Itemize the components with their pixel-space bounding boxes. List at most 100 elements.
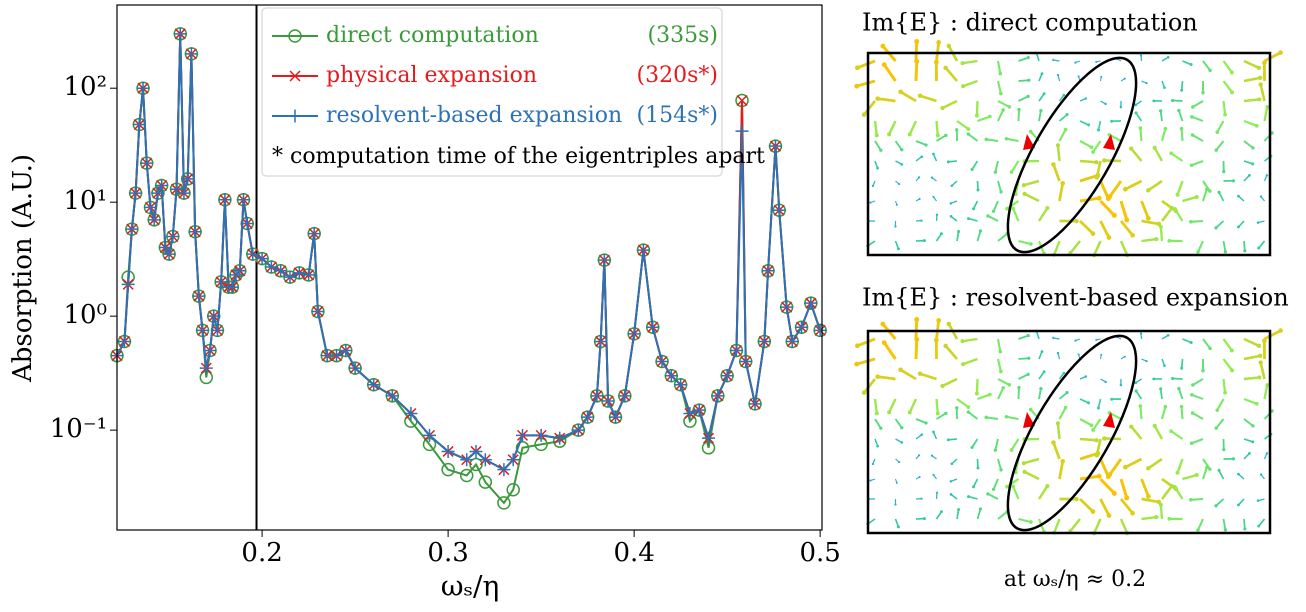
point: [240, 217, 254, 231]
vector-head: [1205, 187, 1209, 192]
vector-arrow: [1263, 384, 1269, 400]
vector-head: [1171, 376, 1175, 381]
vector-head: [914, 39, 920, 44]
vector-head: [946, 321, 952, 327]
vector-arrow: [1258, 240, 1266, 249]
vector-head: [1146, 493, 1151, 499]
ellipse-outline: [1006, 56, 1138, 254]
vector-head: [1152, 99, 1156, 103]
vector-head: [1134, 381, 1138, 385]
vector-arrow: [1215, 418, 1225, 429]
vector-arrow: [997, 180, 1002, 193]
vector-arrow: [977, 115, 991, 123]
point: [339, 343, 353, 357]
vector-head: [874, 133, 879, 138]
point: [478, 475, 493, 489]
point: [506, 453, 520, 467]
vector-head: [1214, 426, 1218, 430]
vector-arrow: [1259, 84, 1266, 102]
vector-head: [1189, 63, 1193, 67]
vector-head: [1163, 404, 1168, 409]
point: [311, 304, 325, 318]
vector-head: [967, 217, 971, 221]
vector-arrow: [1079, 174, 1099, 183]
y-tick-label: 10⁰: [63, 300, 107, 330]
vector-head: [897, 525, 900, 529]
vector-arrow: [1182, 60, 1192, 66]
vector-head: [1011, 206, 1016, 211]
vector-arrow: [1119, 240, 1129, 256]
legend-marker: [288, 109, 302, 123]
vector-head: [894, 503, 897, 506]
y-axis-label: Absorption (A.U.): [8, 154, 38, 383]
vector-arrow: [997, 511, 1008, 520]
vector-arrow: [1018, 334, 1029, 340]
vector-arrow: [987, 215, 999, 222]
vector-head: [1159, 109, 1163, 113]
vector-head: [1110, 119, 1114, 123]
point: [292, 266, 306, 280]
vector-head: [869, 201, 872, 204]
vector-arrow: [1140, 478, 1150, 497]
vector-head: [1055, 143, 1061, 148]
vector-head: [1230, 368, 1235, 373]
vector-head: [1134, 103, 1138, 107]
point: [423, 428, 437, 442]
vector-head: [1026, 334, 1030, 338]
vector-head: [939, 232, 943, 236]
panel-title: Im{E} : resolvent-based expansion: [862, 284, 1289, 312]
vector-arrow: [1139, 127, 1143, 142]
vector-arrow: [1119, 200, 1129, 221]
vector-arrow: [935, 320, 941, 340]
vector-arrow: [1177, 388, 1184, 400]
vector-arrow: [948, 160, 958, 163]
vector-head: [1077, 75, 1080, 78]
vector-head: [946, 438, 950, 442]
vector-head: [991, 487, 996, 491]
point: [729, 343, 743, 357]
vector-arrow: [997, 378, 1010, 386]
vector-arrow: [1243, 376, 1260, 381]
vector-head: [1223, 390, 1228, 395]
vector-head: [1231, 179, 1235, 183]
vector-arrow: [1056, 423, 1061, 440]
vector-head: [1042, 92, 1046, 96]
vector-head: [957, 230, 961, 234]
vector-arrow: [1180, 358, 1184, 369]
vector-head: [1258, 82, 1263, 87]
vector-head: [920, 219, 923, 222]
vector-arrow: [975, 378, 979, 394]
vector-head: [974, 391, 979, 396]
vector-arrow: [936, 412, 947, 420]
vector-head: [946, 43, 952, 49]
vector-arrow: [1097, 120, 1102, 131]
vector-arrow: [856, 337, 876, 348]
legend-marker: [288, 29, 302, 43]
vector-head: [1222, 447, 1226, 452]
vector-head: [1094, 175, 1100, 180]
vector-head: [1175, 470, 1180, 475]
vector-head: [1124, 495, 1130, 501]
panel-frame: [866, 51, 1272, 257]
vector-head: [1017, 107, 1021, 112]
vector-arrow: [1079, 140, 1093, 149]
vector-head: [1190, 133, 1195, 137]
vector-head: [1129, 424, 1134, 429]
vector-head: [1214, 504, 1218, 508]
vector-head: [897, 247, 900, 251]
vector-arrow: [883, 341, 897, 360]
vector-head: [935, 213, 939, 217]
point: [739, 355, 753, 369]
vector-arrow: [1222, 518, 1227, 530]
panel-title: Im{E} : direct computation: [862, 9, 1198, 37]
vector-head: [1201, 369, 1205, 373]
vector-head: [1258, 75, 1263, 81]
point: [664, 369, 678, 383]
vector-arrow: [1099, 477, 1116, 495]
vector-head: [920, 497, 923, 500]
vector-head: [932, 473, 935, 477]
vector-head: [1104, 380, 1107, 384]
vector-head: [1177, 108, 1181, 113]
vector-arrow: [1191, 160, 1204, 167]
vector-head: [1111, 212, 1117, 218]
